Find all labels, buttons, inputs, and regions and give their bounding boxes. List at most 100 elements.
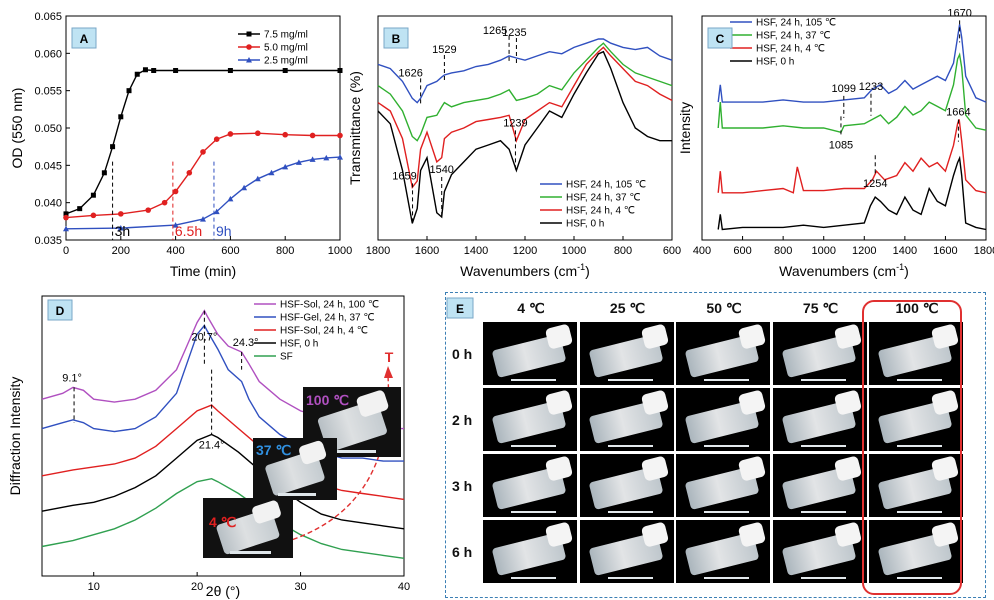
x-tick-label: 30 xyxy=(294,581,306,593)
vial-label-4: 4 ℃ xyxy=(209,514,237,530)
annotation-label: 1626 xyxy=(398,67,422,79)
chart-a: 0 200 400 600 800 1000 0.035 0.040 0.045 0.050 0.0… xyxy=(9,11,352,279)
data-point xyxy=(282,163,289,170)
vial-photo xyxy=(483,520,577,583)
data-point xyxy=(77,206,83,212)
x-axis-label: Wavenumbers (cm-1) xyxy=(779,262,909,279)
x-tick-label: 1600 xyxy=(415,245,439,257)
time-label: 2 h xyxy=(452,412,473,428)
x-tick-label: 1200 xyxy=(852,245,876,257)
plot-frame xyxy=(41,295,405,577)
annotation-label: 1085 xyxy=(829,139,853,151)
legend-label: HSF-Sol, 24 h, 4 ℃ xyxy=(280,326,368,337)
y-axis-label: OD (550 nm) xyxy=(9,88,25,169)
panel-label: A xyxy=(71,27,97,49)
vial-photo xyxy=(676,322,770,385)
legend-label: HSF, 24 h, 37 ℃ xyxy=(566,193,641,204)
vial-photo xyxy=(483,322,577,385)
x-tick-label: 0 xyxy=(63,245,69,257)
data-point xyxy=(110,144,116,150)
series-line-2 xyxy=(65,156,341,230)
data-point xyxy=(173,68,179,74)
highlight-100c xyxy=(862,300,962,595)
series-line-0 xyxy=(717,24,987,103)
data-point xyxy=(90,192,96,198)
x-tick-label: 800 xyxy=(614,245,632,257)
annotation-label: 1529 xyxy=(432,44,456,56)
vial-photo xyxy=(772,520,867,583)
plot-frame xyxy=(701,15,987,241)
panel-label-text: A xyxy=(80,32,89,46)
x-tick-label: 600 xyxy=(221,245,239,257)
data-point xyxy=(151,68,157,74)
series-line-0 xyxy=(65,69,340,215)
x-tick-label: 20 xyxy=(191,581,203,593)
data-point xyxy=(200,149,206,155)
x-tick-label: 800 xyxy=(276,245,294,257)
time-label: 0 h xyxy=(452,346,473,362)
x-axis-label: 2θ (°) xyxy=(206,583,240,599)
x-axis-label: Wavenumbers (cm-1) xyxy=(460,262,590,279)
y-tick-label: 0.040 xyxy=(34,198,62,210)
data-point xyxy=(90,212,97,219)
data-point xyxy=(323,154,330,161)
y-axis-label: Transmittance (%) xyxy=(347,71,363,185)
data-point xyxy=(213,208,220,215)
legend-label: HSF-Sol, 24 h, 100 ℃ xyxy=(280,300,379,311)
vial-photo xyxy=(772,322,867,385)
x-tick-label: 1800 xyxy=(974,245,994,257)
legend-marker xyxy=(246,31,252,37)
data-point xyxy=(254,175,261,182)
data-point xyxy=(186,170,193,176)
data-point xyxy=(161,199,168,206)
data-point xyxy=(309,156,316,162)
annotation-label: 3h xyxy=(115,223,131,239)
series-line-1 xyxy=(65,132,340,219)
x-tick-label: 10 xyxy=(88,581,100,593)
data-point xyxy=(337,132,343,139)
y-tick-label: 0.045 xyxy=(34,160,62,172)
series-line-0 xyxy=(377,38,673,104)
x-axis-label: Time (min) xyxy=(170,263,236,279)
x-tick-label: 1000 xyxy=(562,245,586,257)
panel-label-box xyxy=(47,299,73,321)
data-point xyxy=(145,207,151,213)
y-tick-label: 0.050 xyxy=(34,123,62,135)
legend-label: 5.0 mg/ml xyxy=(264,43,308,54)
x-tick-label: 1000 xyxy=(328,245,352,257)
data-point xyxy=(282,131,289,138)
data-point xyxy=(227,195,234,202)
data-point xyxy=(101,170,107,176)
annotation-label: 1233 xyxy=(859,81,883,93)
x-tick-label: 1200 xyxy=(513,245,537,257)
series-line-1 xyxy=(377,42,673,142)
series-line-4 xyxy=(41,477,405,559)
data-point xyxy=(134,71,140,77)
legend-label: HSF, 0 h xyxy=(756,57,794,68)
legend-marker xyxy=(246,44,252,50)
legend-label: HSF, 0 h xyxy=(566,219,604,230)
panel-label-box xyxy=(383,27,409,49)
panel-label: D xyxy=(47,299,73,321)
vial-photo xyxy=(579,520,674,583)
vial-photo-4 xyxy=(203,498,293,558)
vial-photo xyxy=(676,388,770,451)
vial-photo xyxy=(579,388,674,451)
data-point xyxy=(118,114,124,120)
x-tick-label: 600 xyxy=(663,245,681,257)
legend-label: HSF, 24 h, 105 ℃ xyxy=(566,180,646,191)
data-point xyxy=(309,132,316,139)
y-tick-label: 0.035 xyxy=(34,235,62,247)
panel-e xyxy=(445,292,986,598)
x-tick-label: 1000 xyxy=(811,245,835,257)
vial-photo xyxy=(483,454,577,517)
panel-e-label: E xyxy=(446,297,474,319)
legend-label: HSF-Gel, 24 h, 37 ℃ xyxy=(280,313,375,324)
vial-photo xyxy=(676,454,770,517)
vial-photo xyxy=(869,520,963,583)
panel-label: C xyxy=(707,27,733,49)
panel-label-box xyxy=(707,27,733,49)
panel-label-box xyxy=(71,27,97,49)
temperature-header: 50 ℃ xyxy=(706,300,742,316)
